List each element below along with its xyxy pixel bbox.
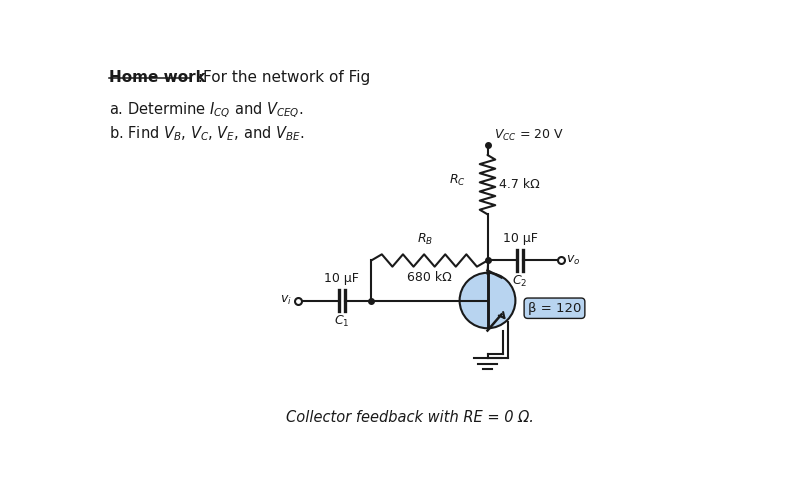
Text: :For the network of Fig: :For the network of Fig bbox=[193, 70, 370, 85]
Text: $v_i$: $v_i$ bbox=[281, 294, 292, 307]
Text: Home work: Home work bbox=[110, 70, 206, 85]
Text: 4.7 kΩ: 4.7 kΩ bbox=[499, 178, 540, 191]
Text: 10 μF: 10 μF bbox=[324, 272, 359, 285]
Text: 10 μF: 10 μF bbox=[502, 232, 538, 245]
Text: β = 120: β = 120 bbox=[528, 302, 581, 315]
Text: $V_{CC}$ = 20 V: $V_{CC}$ = 20 V bbox=[494, 128, 563, 143]
Text: $C_1$: $C_1$ bbox=[334, 314, 350, 329]
Text: Collector feedback with RE = 0 Ω.: Collector feedback with RE = 0 Ω. bbox=[286, 410, 534, 425]
Text: b. Find $V_B$, $V_C$, $V_E$, and $V_{BE}$.: b. Find $V_B$, $V_C$, $V_E$, and $V_{BE}… bbox=[110, 124, 305, 143]
Text: a. Determine $I_{CQ}$ and $V_{CEQ}$.: a. Determine $I_{CQ}$ and $V_{CEQ}$. bbox=[110, 101, 304, 121]
Text: $v_o$: $v_o$ bbox=[566, 254, 580, 267]
Text: $R_B$: $R_B$ bbox=[418, 232, 434, 248]
Circle shape bbox=[459, 273, 515, 328]
Text: $R_C$: $R_C$ bbox=[449, 173, 466, 187]
Text: 680 kΩ: 680 kΩ bbox=[407, 271, 452, 284]
Text: $C_2$: $C_2$ bbox=[512, 274, 528, 290]
